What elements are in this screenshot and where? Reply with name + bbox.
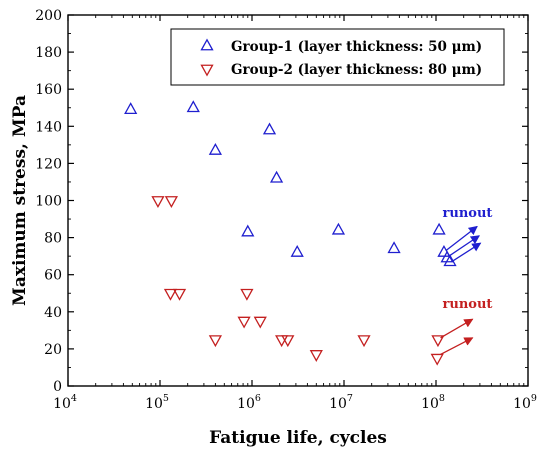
series-1 (124, 100, 457, 267)
legend-label: Group-2 (layer thickness: 80 μm) (231, 62, 482, 78)
runout-arrow (448, 235, 480, 257)
y-tick-label: 0 (53, 379, 62, 395)
runout-arrow (451, 242, 482, 263)
x-axis-title: Fatigue life, cycles (209, 428, 387, 448)
axes-layer: 0 20 40 60 80 100 120 140 160 180 200 104 105 106 107 1… (35, 8, 537, 412)
y-tick-label: 80 (44, 231, 62, 247)
data-point (164, 196, 178, 208)
legend: Group-1 (layer thickness: 50 μm) Group-2 … (170, 28, 505, 86)
y-axis-title: Maximum stress, MPa (10, 95, 30, 306)
legend-box (170, 28, 505, 86)
runout-annotation: runout (443, 206, 493, 263)
data-point (262, 122, 277, 135)
y-tick-label: 100 (35, 194, 62, 210)
runout-label: runout (443, 297, 493, 312)
x-tick-label: 106 (237, 393, 261, 412)
y-tick-label: 60 (44, 268, 62, 284)
x-tick-label: 105 (145, 393, 169, 412)
y-tick-label: 20 (44, 342, 62, 358)
y-tick-label: 120 (35, 156, 62, 172)
legend-marker (200, 38, 214, 51)
data-point (269, 170, 284, 183)
data-point (172, 288, 187, 301)
x-tick-label: 109 (513, 393, 537, 412)
runout-annotation: runout (440, 297, 493, 356)
data-point (240, 288, 254, 301)
data-point (237, 316, 251, 329)
x-tick-label: 107 (329, 393, 353, 412)
runout-arrow (440, 337, 474, 356)
data-point (151, 196, 165, 208)
x-tick-label: 108 (421, 393, 445, 412)
legend-label: Group-1 (layer thickness: 50 μm) (231, 39, 482, 55)
data-point (309, 350, 323, 362)
runout-arrow (440, 318, 474, 339)
data-point (241, 224, 255, 237)
series-2 (151, 196, 445, 366)
runout-arrow (445, 225, 478, 252)
data-point (253, 316, 267, 329)
data-point (124, 102, 138, 115)
data-point (432, 222, 446, 235)
y-tick-label: 140 (35, 119, 62, 135)
runout-label: runout (443, 206, 493, 221)
legend-marker (200, 64, 214, 77)
data-point (186, 100, 200, 113)
data-point (431, 335, 445, 348)
data-point (208, 142, 222, 155)
data-point (208, 335, 222, 348)
data-point (290, 244, 304, 257)
marks-layer (124, 100, 457, 366)
y-tick-label: 180 (35, 45, 62, 61)
data-point (331, 222, 346, 235)
data-point (437, 244, 451, 257)
y-tick-label: 160 (35, 82, 62, 98)
data-point (281, 335, 295, 348)
data-point (387, 241, 401, 254)
y-tick-label: 40 (44, 305, 62, 321)
x-tick-label: 104 (53, 393, 77, 412)
data-point (430, 353, 444, 366)
annotations-layer: runout runout (440, 206, 493, 356)
y-tick-label: 200 (35, 8, 62, 24)
data-point (357, 335, 371, 348)
data-point (163, 288, 178, 301)
